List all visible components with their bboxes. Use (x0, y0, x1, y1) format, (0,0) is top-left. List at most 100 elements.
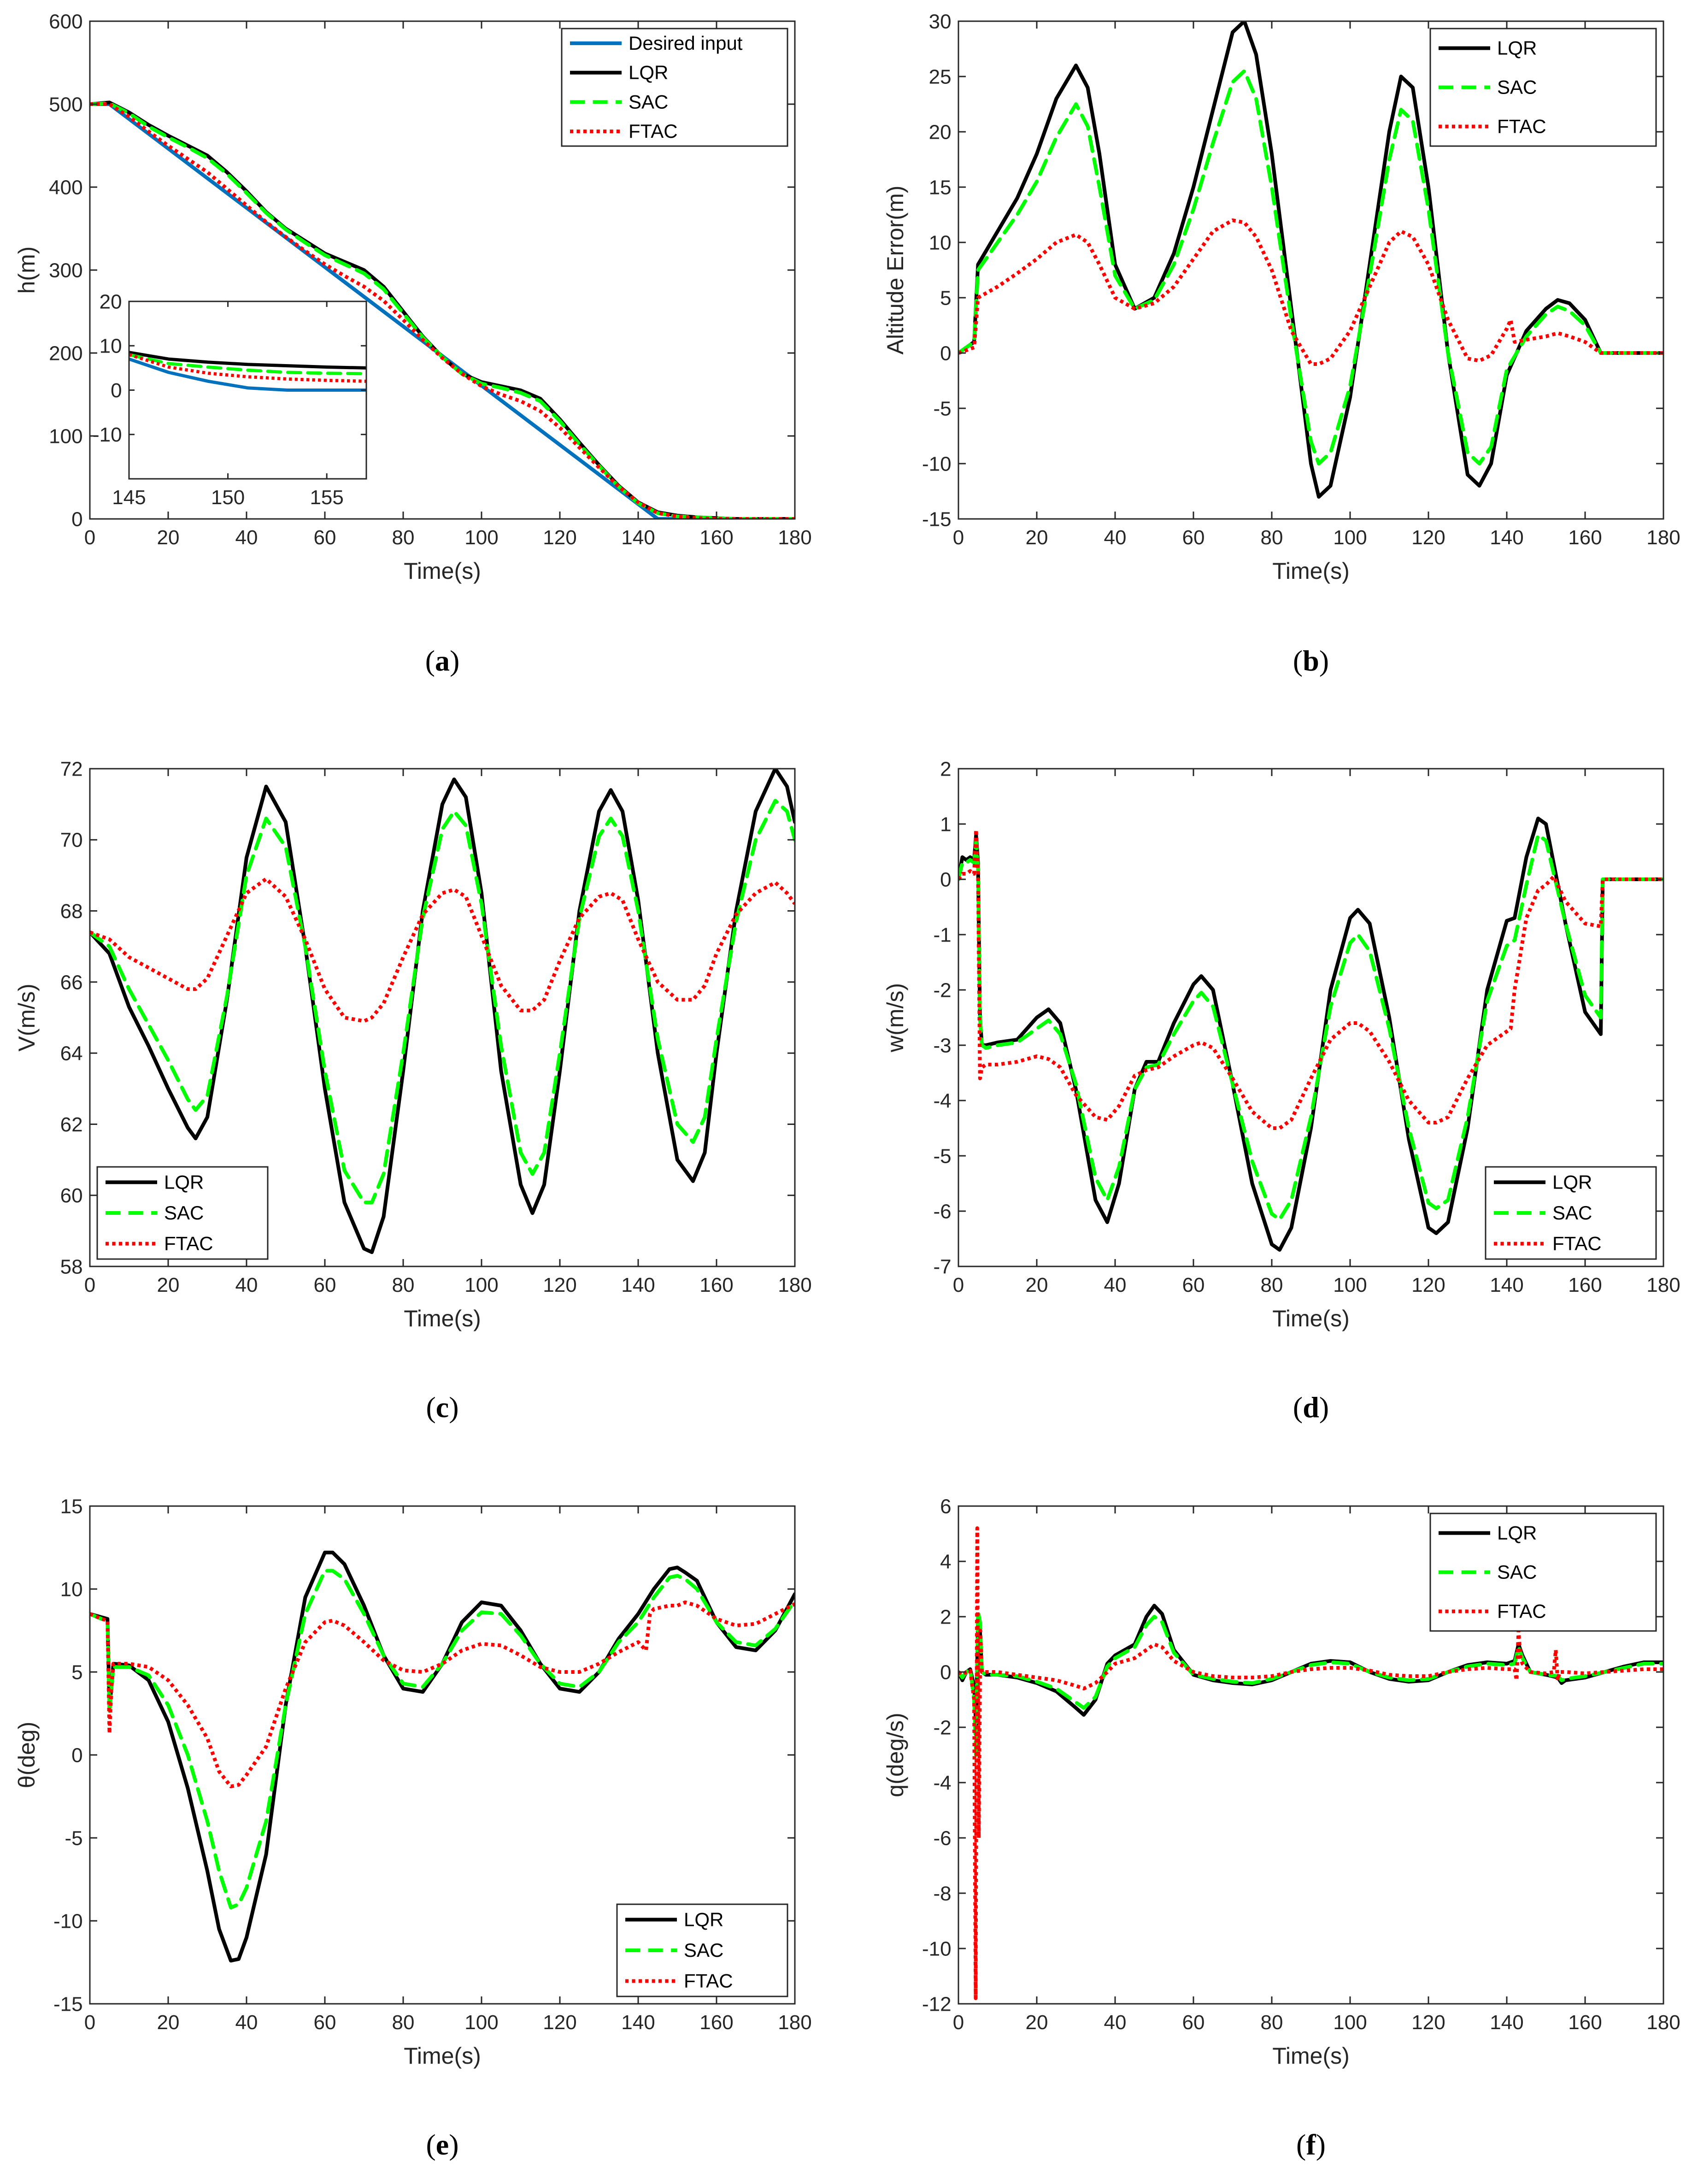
panel-f-y-tick-label: -6 (933, 1827, 951, 1849)
chart-panel-b: 0 20 40 60 80 100 120 140 160 180 -15 -10 -5 0 5 10 15 20… (882, 10, 1680, 677)
panel-b-x-tick-label: 60 (1182, 526, 1205, 549)
panel-d-x-tick-label: 100 (1333, 1274, 1367, 1296)
panel-b-y-tick-label: -10 (922, 453, 952, 475)
panel-c-x-tick-label: 140 (621, 1274, 655, 1296)
panel-c-x-tick-label: 120 (543, 1274, 576, 1296)
panel-f-x-tick-label: 20 (1026, 2011, 1048, 2034)
panel-b-x-tick-label: 100 (1333, 526, 1367, 549)
panel-a-caption-letter: a (435, 644, 450, 677)
panel-f-x-tick-label: 40 (1104, 2011, 1127, 2034)
panel-d-y-tick-label: -7 (933, 1255, 951, 1278)
panel-e-legend-label-lqr: LQR (684, 1908, 723, 1930)
panel-a-inset-y-tick-label: 0 (111, 379, 122, 402)
panel-c-y-tick-label: 70 (60, 829, 83, 852)
panel-c-y-tick-label: 64 (60, 1042, 83, 1065)
panel-a-y-tick-label: 500 (49, 93, 82, 116)
panel-d-y-axis-label: w(m/s) (882, 983, 908, 1053)
panel-d-legend-label-ftac: FTAC (1552, 1233, 1602, 1254)
panel-a-legend: Desired input LQR SAC FTAC (561, 28, 788, 147)
panel-c-caption-letter: c (436, 1391, 449, 1424)
panel-c-series-group (90, 769, 795, 1254)
panel-d-series-group (958, 817, 1663, 1252)
panel-d-y-tick-label: 0 (940, 868, 951, 891)
panel-a-inset-series-line-ftac (129, 353, 366, 383)
panel-e-x-tick-label: 20 (157, 2011, 180, 2034)
panel-c-y-tick-label: 62 (60, 1113, 83, 1136)
panel-c-legend-label-sac: SAC (164, 1202, 204, 1224)
panel-b-legend-label-lqr: LQR (1497, 37, 1537, 59)
chart-panel-f: 0 20 40 60 80 100 120 140 160 180 -12 -10 -8 -6 -4 -2 0 2… (882, 1495, 1680, 2161)
panel-e-x-tick-label: 120 (543, 2011, 576, 2034)
panel-f-series-group (958, 1526, 1663, 2000)
panel-b-legend-label-sac: SAC (1497, 77, 1537, 98)
panel-a-legend-label-lqr: LQR (629, 62, 668, 83)
panel-d-caption-letter: d (1303, 1391, 1319, 1424)
panel-a-inset-series-line-desired-input (129, 357, 366, 392)
panel-e-x-tick-label: 160 (699, 2011, 733, 2034)
panel-b-y-tick-label: 20 (929, 121, 952, 143)
panel-b-x-tick-label: 80 (1261, 526, 1283, 549)
panel-d-y-tick-label: 1 (940, 813, 951, 836)
panel-b-x-tick-label: 20 (1026, 526, 1048, 549)
panel-f-caption-close: ) (1316, 2128, 1326, 2161)
panel-d-x-axis-label: Time(s) (1272, 1306, 1350, 1331)
panel-a-inset-series-line-sac (129, 353, 366, 376)
panel-d-x-tick-label: 20 (1026, 1274, 1048, 1296)
panel-f-series-line-ftac (958, 1526, 1663, 2000)
chart-panel-e: 0 20 40 60 80 100 120 140 160 180 -15 -10 -5 0 5 10 15 Ti… (14, 1495, 812, 2161)
panel-c-x-tick-label: 40 (235, 1274, 258, 1296)
panel-a-x-tick-label: 0 (84, 526, 95, 549)
panel-f-y-tick-label: 6 (940, 1495, 951, 1518)
panel-f-x-tick-label: 60 (1182, 2011, 1205, 2034)
panel-f-y-tick-label: 4 (940, 1550, 951, 1573)
panel-d-y-tick-label: -4 (933, 1089, 951, 1112)
panel-f-x-axis-label: Time(s) (1272, 2043, 1350, 2069)
panel-b-series-group (958, 21, 1663, 499)
panel-c-x-tick-label: 0 (84, 1274, 95, 1296)
panel-c-series-line-ftac (90, 877, 795, 1023)
panel-c-axes-frame (89, 768, 796, 1267)
panel-e-y-tick-label: -15 (53, 1993, 83, 2015)
panel-a-legend-label-desired-input: Desired input (629, 32, 743, 54)
panel-e-y-tick-label: 5 (71, 1661, 82, 1684)
panel-a-series-line-ftac (90, 102, 795, 519)
panel-c-caption-close: ) (449, 1391, 458, 1424)
panel-f-legend-label-ftac: FTAC (1497, 1601, 1546, 1622)
panel-f-y-tick-label: -8 (933, 1882, 951, 1905)
panel-c-series-line-sac (90, 799, 795, 1205)
panel-f-x-tick-label: 0 (953, 2011, 964, 2034)
panel-a-y-tick-label: 300 (49, 259, 82, 282)
panel-b-x-tick-label: 120 (1411, 526, 1445, 549)
panel-a-x-tick-label: 100 (464, 526, 498, 549)
panel-d-x-tick-label: 80 (1261, 1274, 1283, 1296)
panel-d-x-tick-label: 140 (1490, 1274, 1523, 1296)
panel-b-y-tick-label: 15 (929, 176, 952, 199)
panel-e-x-tick-label: 80 (392, 2011, 415, 2034)
panel-e-x-tick-label: 140 (621, 2011, 655, 2034)
panel-b-y-axis-label: Altitude Error(m) (882, 186, 908, 355)
panel-e-legend-label-sac: SAC (684, 1939, 723, 1961)
chart-panel-c: 0 20 40 60 80 100 120 140 160 180 58 60 62 64 66 68 70 72… (14, 758, 812, 1424)
panel-e-y-axis-label: θ(deg) (14, 1722, 40, 1789)
panel-e-legend: LQR SAC FTAC (616, 1903, 788, 1997)
panel-d-x-tick-label: 160 (1568, 1274, 1602, 1296)
panel-d-x-tick-label: 180 (1646, 1274, 1680, 1296)
panel-a-inset-y-tick-label: 10 (100, 335, 122, 358)
panel-b-caption-letter: b (1303, 644, 1319, 677)
panel-f-y-axis-label: q(deg/s) (882, 1713, 908, 1797)
panel-a-inset-y-tick-label: -10 (93, 424, 122, 446)
panel-f-y-tick-label: 2 (940, 1606, 951, 1628)
panel-e-y-tick-label: -5 (65, 1827, 82, 1849)
panel-a-caption-open: ( (425, 644, 435, 677)
panel-e-x-tick-label: 0 (84, 2011, 95, 2034)
panel-a-inset-x-tick-label: 150 (211, 486, 245, 509)
panel-c-x-tick-label: 20 (157, 1274, 180, 1296)
panel-e-x-tick-label: 40 (235, 2011, 258, 2034)
panel-a-x-tick-label: 80 (392, 526, 415, 549)
panel-b-y-tick-label: 10 (929, 231, 952, 254)
panel-e-y-tick-label: 10 (60, 1578, 83, 1601)
panel-f-x-tick-label: 80 (1261, 2011, 1283, 2034)
panel-b-series-line-ftac (958, 218, 1663, 366)
panel-d-x-tick-label: 40 (1104, 1274, 1127, 1296)
panel-d-y-tick-label: -5 (933, 1145, 951, 1167)
